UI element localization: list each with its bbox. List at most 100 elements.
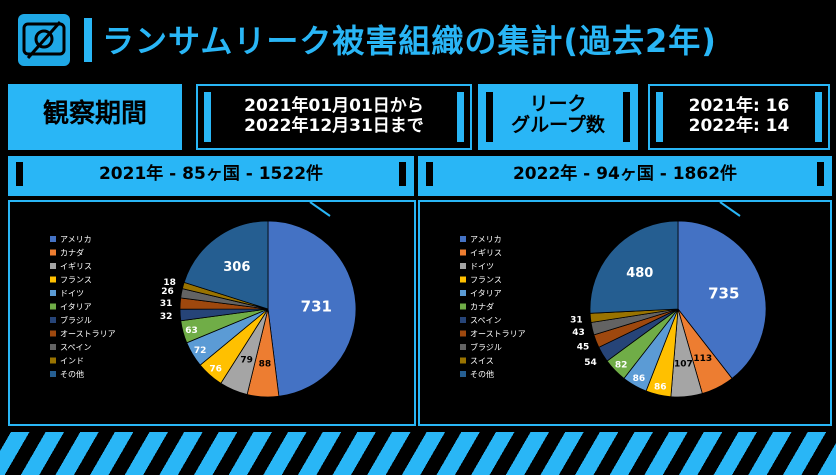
title-accent-bar — [84, 18, 92, 62]
legend-swatch — [460, 344, 466, 350]
pie-slice-11 — [589, 220, 679, 314]
legend-swatch — [460, 263, 466, 269]
pie-value-label: 79 — [240, 355, 253, 365]
pie-value-label: 31 — [160, 299, 173, 309]
title-logo-icon — [18, 14, 70, 66]
groups-label-box: リーク グループ数 — [478, 84, 638, 150]
pie-value-label: 86 — [654, 382, 667, 392]
legend-label: ドイツ — [60, 289, 84, 298]
period-label: 観察期間 — [42, 99, 147, 129]
legend-swatch — [50, 236, 56, 242]
period-line-1: 2021年01月01日から — [244, 96, 424, 116]
legend-label: カナダ — [470, 302, 494, 312]
legend-swatch — [460, 303, 466, 310]
legend-label: オーストラリア — [470, 330, 526, 339]
legend-label: スペイン — [60, 343, 91, 352]
legend-label: ドイツ — [470, 262, 494, 271]
legend-swatch — [50, 276, 56, 283]
pie-value-label: 82 — [615, 360, 628, 370]
pie-value-label: 63 — [185, 326, 198, 336]
legend-label: ブラジル — [60, 315, 92, 325]
groups-line-2: 2022年: 14 — [688, 116, 790, 137]
period-right-accent — [457, 92, 464, 142]
legend-swatch — [50, 317, 56, 323]
legend-swatch — [50, 263, 56, 269]
pie-value-label: 32 — [160, 312, 173, 322]
period-left-accent — [204, 92, 211, 142]
pie-value-label: 480 — [626, 266, 653, 281]
panel-2022-header-text: 2022年 - 94ヶ国 - 1862件 — [512, 164, 738, 184]
groups-value-box: 2021年: 16 2022年: 14 — [648, 84, 830, 150]
panel-2022-header: 2022年 - 94ヶ国 - 1862件 — [418, 156, 832, 196]
chart-panel-2022: 735 113 107 86 86 82 54 45 43 31 480 アメリカ イギリス ドイツ フラン… — [418, 200, 832, 426]
legend-swatch — [460, 357, 466, 364]
panel-corner-accent — [309, 201, 331, 217]
groups-label-line-2: グループ数 — [511, 113, 605, 136]
legend-label: インド — [60, 357, 84, 366]
legend-swatch — [460, 371, 466, 377]
hazard-stripe-footer — [0, 432, 836, 475]
legend-swatch — [460, 330, 466, 337]
legend-label: その他 — [470, 369, 494, 379]
pie-slice-11 — [183, 220, 269, 310]
pie-value-label: 86 — [633, 374, 646, 384]
panel-2021-right-accent — [399, 162, 406, 186]
period-line-2: 2022年12月31日まで — [244, 116, 424, 137]
groups-value-left-accent — [656, 92, 663, 142]
pie-slice-1 — [267, 220, 357, 397]
legend-swatch — [460, 290, 466, 296]
legend-swatch — [460, 276, 466, 283]
legend-swatch — [50, 330, 56, 337]
legend-label: カナダ — [60, 248, 84, 258]
pie-value-label: 306 — [223, 260, 250, 275]
legend-label: その他 — [60, 369, 84, 379]
panel-2021-header-text: 2021年 - 85ヶ国 - 1522件 — [98, 164, 324, 184]
pie-value-label: 45 — [577, 342, 590, 352]
groups-value-right-accent — [815, 92, 822, 142]
legend-swatch — [50, 357, 56, 364]
legend-label: フランス — [60, 276, 92, 285]
legend-label: スペイン — [470, 316, 501, 325]
period-value-box: 2021年01月01日から 2022年12月31日まで — [196, 84, 472, 150]
pie-value-label: 72 — [194, 346, 207, 356]
pie-value-label: 31 — [570, 315, 583, 325]
pie-value-label: 107 — [674, 359, 693, 369]
pie-value-label: 731 — [301, 297, 332, 315]
chart-panel-2021: 731 88 79 76 72 63 32 31 26 18 306 アメリカカナダイギリスフランスド… — [8, 200, 416, 426]
groups-line-1: 2021年: 16 — [688, 96, 790, 116]
legend-label: オーストラリア — [60, 330, 116, 339]
legend-swatch — [460, 236, 466, 242]
panel-corner-accent — [719, 201, 741, 217]
legend-label: イギリス — [60, 262, 92, 271]
groups-left-accent — [486, 92, 493, 142]
legend-swatch — [50, 290, 56, 296]
legend-label: イタリア — [470, 289, 502, 298]
pie-value-label: 26 — [161, 287, 174, 297]
pie-value-label: 54 — [584, 358, 597, 368]
pie-slice-1 — [677, 220, 767, 380]
pie-value-label: 43 — [572, 328, 585, 338]
pie-value-label: 113 — [693, 354, 712, 364]
legend-label: ブラジル — [470, 342, 502, 352]
pie-value-label: 76 — [209, 365, 222, 375]
legend-label: スイス — [470, 357, 494, 366]
legend-swatch — [460, 317, 466, 323]
legend-label: アメリカ — [470, 235, 502, 244]
pie-value-label: 735 — [708, 285, 739, 303]
pie-value-label: 88 — [259, 360, 272, 370]
legend-label: アメリカ — [60, 235, 92, 244]
pie-value-label: 18 — [163, 278, 176, 288]
panel-2021-header: 2021年 - 85ヶ国 - 1522件 — [8, 156, 414, 196]
legend-label: フランス — [470, 276, 502, 285]
page-title: ランサムリーク被害組織の集計(過去2年) — [102, 22, 717, 60]
panel-2022-left-accent — [426, 162, 433, 186]
legend-swatch — [50, 371, 56, 377]
legend-swatch — [50, 344, 56, 350]
panel-2021-left-accent — [16, 162, 23, 186]
legend-swatch — [50, 303, 56, 310]
legend-swatch — [460, 249, 466, 256]
legend-swatch — [50, 249, 56, 256]
panel-2022-right-accent — [817, 162, 824, 186]
